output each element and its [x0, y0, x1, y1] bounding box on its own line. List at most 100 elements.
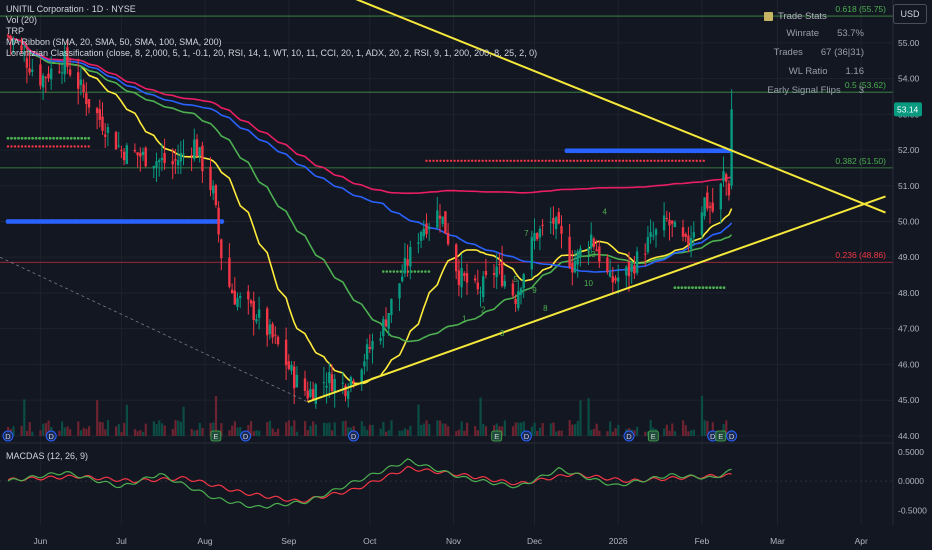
- volume-bar: [171, 428, 174, 436]
- fib-label: 0.618 (55.75): [835, 4, 886, 14]
- kernel-dot: [502, 159, 505, 162]
- lorentzian-dots: [5, 136, 733, 289]
- x-tick-label: Feb: [695, 536, 710, 546]
- kernel-dot: [6, 136, 10, 140]
- stat-value: 67 (36|31): [820, 47, 864, 58]
- candle-body: [425, 223, 428, 235]
- kernel-dot: [677, 286, 680, 289]
- volume-bar: [436, 420, 439, 436]
- volume-bar: [82, 427, 85, 436]
- candle-body: [722, 171, 725, 182]
- kernel-dot: [530, 159, 533, 162]
- candle-body: [692, 232, 695, 238]
- kernel-dot: [52, 136, 56, 140]
- volume-bar: [155, 423, 158, 436]
- checkbox-icon[interactable]: [764, 11, 773, 21]
- kernel-dot: [76, 136, 80, 140]
- volume-bar: [609, 421, 612, 436]
- candle-body: [268, 324, 272, 335]
- candle-body: [519, 288, 523, 295]
- dividend-marker: [240, 430, 252, 442]
- volume-bar: [466, 422, 469, 436]
- candle-body: [95, 108, 99, 114]
- dividend-marker: [623, 430, 635, 442]
- candle-body: [368, 346, 371, 349]
- candle-body: [484, 270, 488, 276]
- kernel-dot: [17, 136, 20, 140]
- candle-body: [598, 246, 601, 262]
- currency-button[interactable]: USD: [893, 4, 927, 24]
- candle-body: [182, 153, 185, 155]
- volume-bar: [592, 428, 596, 436]
- macd-tick-label: 0.5000: [898, 447, 924, 457]
- chart-legend: UNITIL Corporation · 1D · NYSE Vol (20) …: [6, 4, 537, 59]
- volume-bar: [476, 430, 479, 436]
- candle-body: [511, 283, 515, 296]
- signal-label: 3: [500, 329, 505, 338]
- volume-bar: [177, 420, 180, 436]
- candle-body: [441, 216, 444, 224]
- kernel-dot: [55, 145, 59, 148]
- candle-body: [533, 232, 536, 241]
- volume-bar: [96, 400, 99, 436]
- volume-bar: [179, 421, 182, 436]
- trade-stats-header[interactable]: Trade Stats: [764, 8, 864, 24]
- kernel-dot: [667, 159, 670, 162]
- volume-bar: [88, 426, 91, 436]
- volume-bar: [158, 420, 161, 436]
- earnings-marker: [715, 430, 727, 442]
- kernel-dot: [449, 159, 453, 162]
- kernel-dot: [576, 159, 579, 162]
- candle-body: [201, 145, 204, 172]
- volume-bar: [590, 429, 593, 436]
- volume-bar: [347, 427, 350, 436]
- kernel-dot: [474, 159, 477, 162]
- candle-body: [139, 152, 142, 157]
- volume-bar: [682, 420, 685, 436]
- kernel-dot: [442, 159, 446, 162]
- y-tick-label: 47.00: [898, 324, 920, 334]
- volume-bar: [214, 395, 218, 436]
- kernel-dot: [389, 270, 392, 273]
- candle-body: [330, 374, 334, 392]
- dividend-marker: [348, 430, 360, 442]
- kernel-dot: [499, 159, 502, 162]
- candle-body: [122, 151, 126, 161]
- y-tick-label: 44.00: [898, 431, 920, 441]
- volume-bar: [363, 426, 366, 436]
- x-tick-label: Aug: [198, 536, 213, 546]
- volume-bar: [398, 430, 401, 436]
- volume-bar: [409, 425, 412, 436]
- volume-bar: [136, 431, 139, 436]
- volume-bar: [58, 430, 61, 436]
- kernel-dot: [488, 159, 491, 162]
- signal-labels: 1 2 3 7 5 89 4 10 13: [462, 207, 607, 337]
- candle-body: [9, 35, 12, 41]
- volume-bar: [255, 430, 258, 436]
- candle-body: [390, 298, 393, 315]
- candle-body: [6, 35, 10, 37]
- candle-body: [82, 84, 85, 93]
- candle-body: [625, 266, 628, 276]
- volume-bar: [63, 427, 66, 436]
- candle-body: [120, 150, 123, 152]
- event-label: D: [729, 432, 735, 441]
- kernel-dot: [708, 286, 712, 289]
- triangle-trendlines[interactable]: [0, 0, 886, 403]
- trade-stats-title: Trade Stats: [778, 10, 827, 22]
- kernel-dot: [59, 136, 63, 140]
- kernel-dot: [27, 145, 31, 148]
- kernel-dot: [699, 159, 702, 162]
- dividend-marker: [45, 430, 57, 442]
- trade-stats-panel: Trade Stats Winrate 53.7% Trades 67 (36|31…: [764, 8, 864, 100]
- candle-body: [633, 265, 636, 274]
- candle-body: [160, 158, 164, 161]
- last-price-label: 53.14: [897, 104, 919, 114]
- volume-bar: [403, 428, 407, 436]
- volume-bar: [447, 426, 450, 436]
- volume-bar: [390, 420, 393, 436]
- stat-row: Trades 67 (36|31): [764, 43, 864, 62]
- kernel-dot: [435, 159, 439, 162]
